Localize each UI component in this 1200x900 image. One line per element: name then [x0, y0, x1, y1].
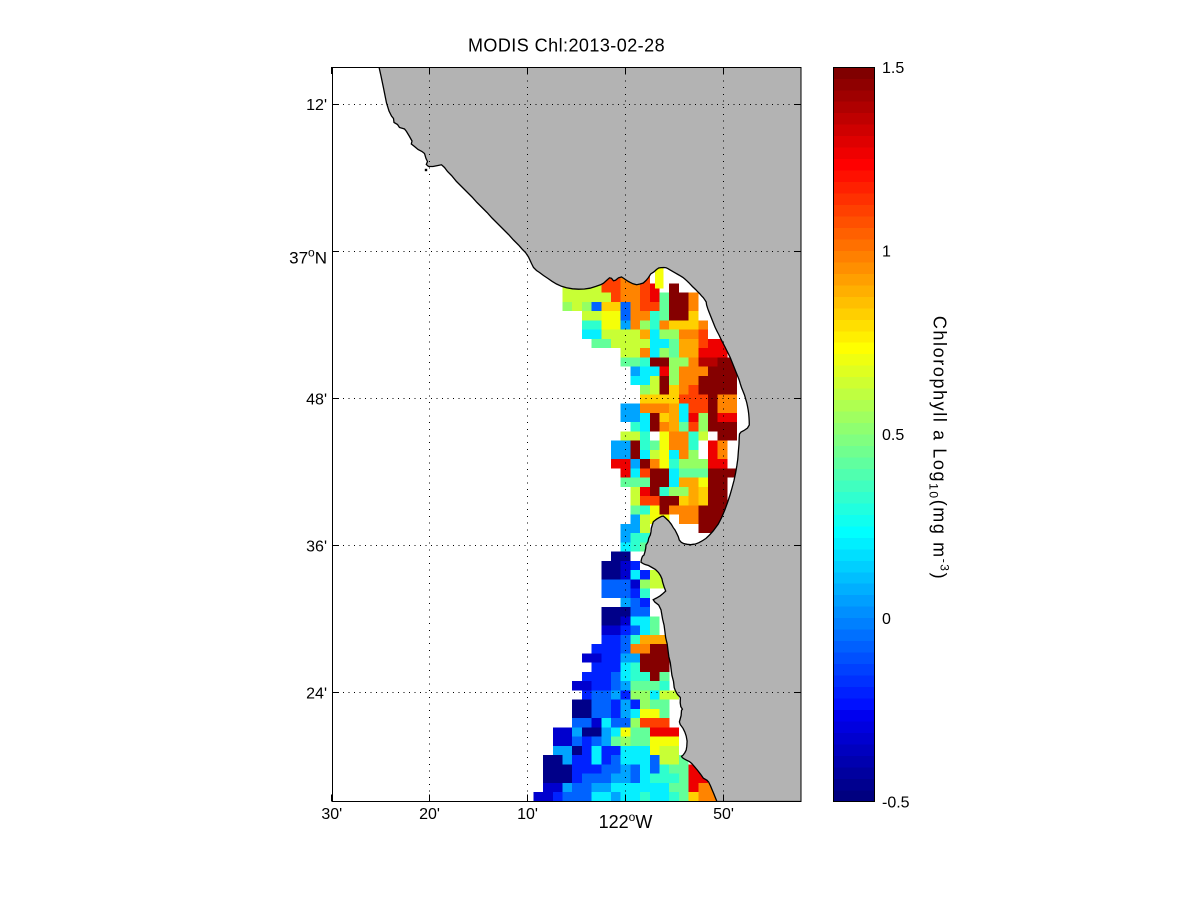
svg-text:50': 50': [713, 806, 734, 823]
svg-text:48': 48': [306, 391, 327, 408]
svg-text:10': 10': [517, 806, 538, 823]
svg-text:24': 24': [306, 686, 327, 703]
svg-text:Chlorophyll a Log10(mg m-3): Chlorophyll a Log10(mg m-3): [927, 316, 952, 580]
svg-text:37oN: 37oN: [289, 246, 327, 268]
svg-text:122oW: 122oW: [599, 810, 653, 832]
svg-text:1: 1: [882, 244, 891, 261]
svg-text:30': 30': [321, 806, 342, 823]
svg-text:0: 0: [882, 611, 891, 628]
svg-text:MODIS Chl:2013-02-28: MODIS Chl:2013-02-28: [468, 36, 665, 56]
svg-text:36': 36': [306, 538, 327, 555]
svg-text:1.5: 1.5: [882, 60, 904, 77]
svg-text:20': 20': [419, 806, 440, 823]
svg-text:12': 12': [306, 97, 327, 114]
svg-text:-0.5: -0.5: [882, 794, 910, 811]
svg-text:0.5: 0.5: [882, 427, 904, 444]
